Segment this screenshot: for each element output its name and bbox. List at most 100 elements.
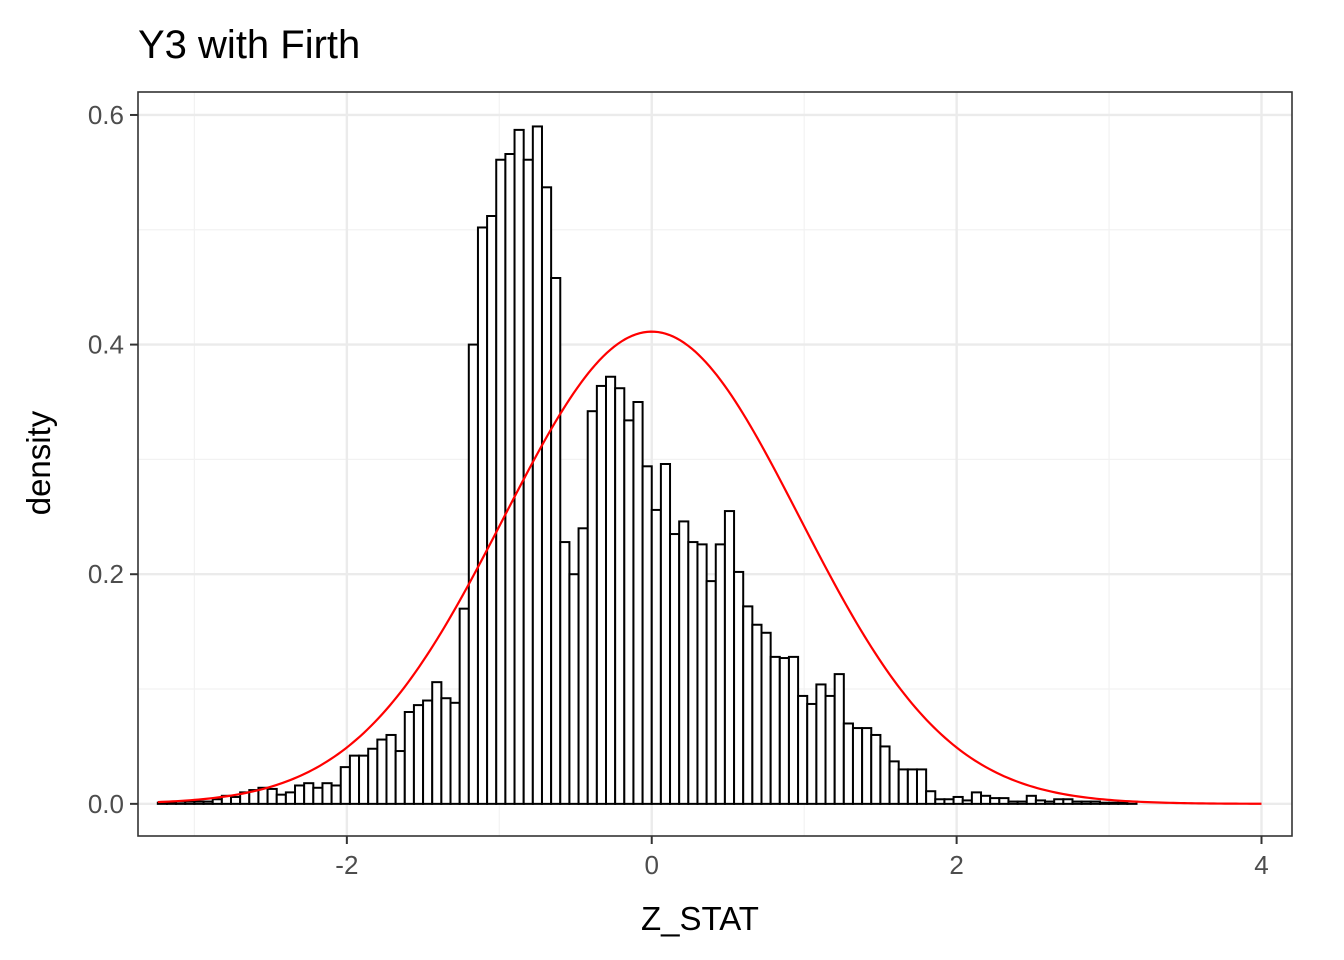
histogram-bar [540, 186, 553, 805]
histogram-bar [348, 754, 361, 805]
histogram-bar [769, 655, 781, 805]
histogram-bar [394, 750, 406, 805]
histogram-bar [669, 533, 681, 805]
histogram-bar [897, 768, 909, 805]
histogram-bar [165, 801, 178, 805]
histogram-bar [1034, 799, 1047, 805]
histogram-bar [659, 463, 672, 805]
y-axis-title: density [20, 410, 57, 515]
histogram-bar [568, 573, 580, 805]
histogram-bar [476, 226, 489, 805]
y-tick-label: 0.6 [88, 100, 124, 130]
x-axis-title: Z_STAT [641, 900, 759, 937]
histogram-bar [925, 790, 937, 805]
histogram-bar [687, 541, 699, 805]
histogram-bar [623, 419, 635, 805]
histogram-bar [1025, 794, 1037, 805]
histogram-bar [321, 782, 333, 805]
histogram-bar [531, 125, 543, 805]
histogram-bar [751, 623, 763, 805]
histogram-bar [193, 800, 205, 805]
histogram-bar [229, 795, 242, 805]
histogram-bar [367, 747, 379, 805]
normal-density-curve [157, 330, 1262, 805]
histogram-bar [358, 754, 370, 805]
histogram-bars [156, 125, 1138, 805]
histogram-bar [824, 694, 836, 805]
histogram-bar [641, 465, 653, 805]
histogram-bar [486, 215, 498, 805]
histogram-bar [1007, 800, 1019, 805]
histogram-bar [412, 704, 425, 805]
histogram-bar [742, 605, 754, 805]
histogram-bar [595, 384, 608, 805]
histogram-bar [458, 607, 470, 805]
histogram-bar [833, 673, 845, 805]
histogram-bar [1016, 800, 1028, 805]
histogram-bar [550, 277, 562, 805]
histogram-bar [312, 786, 324, 805]
histogram-bar [632, 401, 644, 805]
histogram-bar [339, 766, 351, 805]
histogram-bar [989, 797, 1001, 805]
histogram-bar [998, 797, 1010, 805]
histogram-bar [522, 158, 534, 805]
histogram-bar [449, 701, 461, 805]
panel-border [137, 91, 1293, 837]
histogram-bar [376, 738, 388, 805]
histogram-bar [650, 508, 662, 805]
histogram-bar [970, 791, 983, 805]
histogram-bar [723, 510, 736, 805]
x-axis-ticks: -2 0 2 4 [335, 836, 1269, 880]
histogram-bar [266, 787, 278, 805]
histogram-bar [284, 791, 297, 805]
normal-curve-layer [157, 330, 1262, 805]
y-tick-label: 0.2 [88, 559, 124, 589]
histogram-bar [1117, 801, 1129, 805]
histogram-bar [303, 782, 315, 805]
x-tick-label: 2 [949, 850, 963, 880]
y-axis-ticks: 0.0 0.2 0.4 0.6 [88, 100, 138, 819]
histogram-bar [705, 580, 717, 805]
histogram-bar [577, 527, 589, 805]
histogram-bar [870, 733, 882, 805]
histogram-bar [806, 702, 818, 805]
histogram-bar [888, 760, 900, 805]
histogram-bar [440, 697, 452, 805]
histogram-bar [851, 727, 864, 805]
histogram-bar [586, 410, 598, 805]
histogram-bar [422, 699, 434, 805]
histogram-bar [403, 711, 415, 805]
histogram-bar [1108, 801, 1120, 805]
chart-title: Y3 with Firth [138, 23, 360, 67]
histogram-bar [559, 541, 571, 805]
histogram-bar [934, 798, 946, 805]
histogram-bar [943, 798, 955, 805]
x-tick-label: 0 [645, 850, 659, 880]
y-tick-label: 0.4 [88, 330, 124, 360]
histogram-bar [184, 800, 196, 805]
histogram-bar [797, 694, 809, 805]
histogram-bar [915, 768, 928, 805]
histogram-bar [1098, 801, 1111, 805]
histogram-bar [714, 543, 726, 805]
histogram-bar [614, 387, 626, 805]
histogram-bar [1044, 800, 1056, 805]
histogram-bar [1053, 798, 1065, 805]
x-tick-label: -2 [335, 850, 358, 880]
histogram-bar [495, 158, 507, 805]
histogram-bar [760, 631, 772, 805]
histogram-bar [696, 543, 708, 805]
histogram-bar [330, 784, 342, 805]
histogram-bar [778, 657, 790, 805]
x-tick-label: 4 [1254, 850, 1268, 880]
histogram-bar [294, 784, 306, 805]
histogram-bar [605, 375, 617, 805]
histogram-bar [1071, 800, 1083, 805]
histogram-bar [842, 722, 854, 805]
histogram-bar [1080, 800, 1092, 805]
histogram-bar [879, 745, 891, 805]
histogram-bar [733, 570, 745, 805]
histogram-bar [211, 798, 223, 805]
histogram-bar [952, 795, 964, 805]
